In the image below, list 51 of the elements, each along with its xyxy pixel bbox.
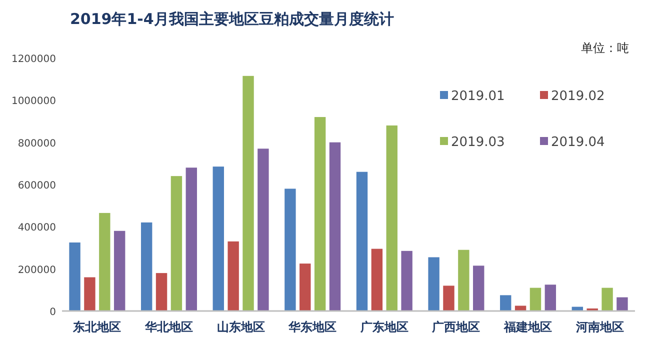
bar: [84, 277, 96, 311]
bar: [314, 117, 326, 311]
legend-label: 2019.04: [551, 135, 605, 150]
bar: [140, 222, 152, 311]
bar: [69, 242, 80, 311]
x-tick-label: 广东地区: [359, 320, 408, 334]
x-tick-label: 福建地区: [503, 320, 552, 334]
bar: [616, 297, 628, 311]
x-tick-label: 华北地区: [144, 320, 193, 334]
text: 单位：吨: [581, 41, 629, 55]
bar: [356, 172, 368, 311]
y-tick-label: 1000000: [11, 96, 56, 108]
x-tick-label: 山东地区: [216, 320, 265, 334]
bar: [99, 212, 110, 311]
bar: [500, 295, 512, 311]
bar: [329, 142, 341, 311]
y-tick-label: 1200000: [11, 54, 56, 65]
bar: [186, 168, 197, 311]
bar: [300, 264, 311, 311]
y-tick-label: 800000: [18, 138, 56, 150]
bar: [170, 176, 182, 311]
y-tick-label: 200000: [18, 264, 56, 276]
bar: [514, 306, 526, 311]
legend-label: 2019.02: [551, 89, 605, 104]
bar: [371, 248, 383, 311]
y-tick-label: 600000: [18, 180, 56, 192]
x-tick-label: 华东地区: [288, 320, 337, 334]
x-tick-label: 广西地区: [431, 320, 480, 334]
bar: [428, 257, 440, 311]
bar: [544, 284, 556, 311]
bar: [458, 250, 470, 311]
bar: [258, 148, 269, 311]
bar: [212, 166, 224, 311]
legend-label: 2019.01: [451, 89, 505, 104]
bar: [156, 273, 168, 311]
bar: [114, 230, 126, 311]
x-tick-label: 河南地区: [574, 320, 624, 334]
chart-title: 2019年1-4月我国主要地区豆粕成交量月度统计: [70, 10, 394, 28]
bar: [228, 241, 239, 311]
bar: [242, 76, 254, 311]
bar: [443, 286, 454, 311]
bar: [386, 125, 398, 311]
x-tick-label: 东北地区: [72, 320, 122, 334]
bar: [401, 250, 412, 311]
bar: [530, 288, 542, 311]
legend-label: 2019.03: [451, 135, 505, 150]
y-tick-label: 0: [50, 307, 56, 318]
bar: [602, 288, 613, 311]
bar: [473, 266, 484, 311]
bar: [284, 188, 296, 311]
y-tick-label: 400000: [18, 222, 56, 234]
